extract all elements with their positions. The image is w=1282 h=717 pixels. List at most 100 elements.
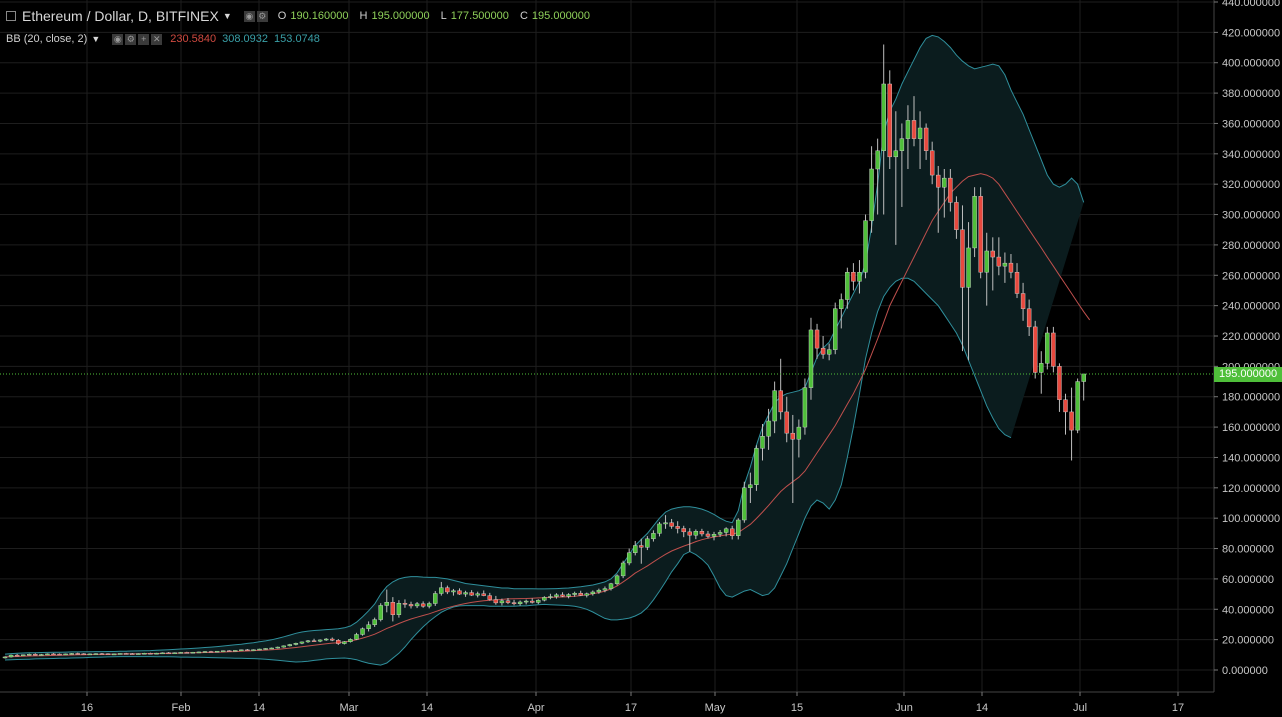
candle <box>990 237 995 291</box>
time-axis[interactable]: 16 Feb 14 Mar 14 Apr 17 May 15 Jun 14 Jul 17 <box>0 691 1214 717</box>
candle <box>463 590 468 597</box>
gear-icon[interactable]: ⚙ <box>256 10 268 22</box>
candle <box>93 653 99 655</box>
candle-body <box>996 256 1002 267</box>
candle-body <box>742 487 747 521</box>
candle-body <box>1057 366 1062 400</box>
candle-body <box>814 329 820 349</box>
candle <box>493 595 499 605</box>
candle <box>511 599 517 606</box>
candle <box>657 521 662 537</box>
candle <box>420 601 426 608</box>
time-tick-label: 14 <box>421 702 433 714</box>
price-tick-label: 280.000000 <box>1222 240 1280 252</box>
eye-icon[interactable]: ◉ <box>243 10 255 22</box>
candle <box>305 639 311 643</box>
price-tick-label: 320.000000 <box>1222 179 1280 191</box>
candle-body <box>311 640 317 642</box>
candle <box>530 598 535 604</box>
candle <box>208 650 214 653</box>
price-tick-label: 220.000000 <box>1222 331 1280 343</box>
bb-caret-down-icon[interactable]: ▼ <box>91 34 101 44</box>
candle <box>354 632 359 640</box>
candle-body <box>633 545 638 553</box>
close-key: C <box>519 10 528 22</box>
candle <box>978 187 983 279</box>
candle-body <box>960 229 965 288</box>
price-tick-label: 180.000000 <box>1222 392 1280 404</box>
candle <box>687 528 692 552</box>
candle-body <box>657 523 662 534</box>
candle-body <box>936 174 941 188</box>
bb-close-icon[interactable]: ✕ <box>151 33 163 45</box>
candle-body <box>323 638 329 641</box>
bb-gear-icon[interactable]: ⚙ <box>125 33 137 45</box>
candle-body <box>584 593 589 596</box>
candle <box>39 653 44 656</box>
candle <box>69 652 74 655</box>
candle-body <box>833 308 838 350</box>
candle <box>869 146 874 233</box>
candle-body <box>984 250 989 273</box>
candle-body <box>463 592 468 595</box>
bb-plus-icon[interactable]: + <box>138 33 150 45</box>
candle <box>1075 378 1080 434</box>
caret-down-icon[interactable]: ▼ <box>222 11 232 21</box>
candle-body <box>130 653 135 655</box>
candle-body <box>1002 262 1008 267</box>
bb-basis-value: 230.5840 <box>170 33 217 45</box>
candle-body <box>8 654 14 658</box>
candle <box>602 586 608 593</box>
low-key: L <box>440 10 447 22</box>
bb-indicator-label[interactable]: BB (20, close, 2) <box>6 33 88 45</box>
price-tick-label: 160.000000 <box>1222 422 1280 434</box>
candle <box>257 648 262 651</box>
candle-body <box>378 605 383 620</box>
candle <box>475 591 480 598</box>
time-tick-label: 14 <box>976 702 988 714</box>
candle-body <box>51 653 56 656</box>
candles[interactable] <box>2 44 1086 659</box>
candle-body <box>427 603 432 607</box>
candle-body <box>620 562 626 577</box>
bb-eye-icon[interactable]: ◉ <box>112 33 124 45</box>
band-fill-area <box>5 35 1084 666</box>
candle <box>1069 387 1074 461</box>
candle <box>251 649 256 651</box>
price-axis[interactable]: 0.000000 20.000000 40.000000 60.000000 80.00… <box>1213 0 1282 717</box>
candle <box>384 589 389 613</box>
candle <box>863 214 868 279</box>
candle-body <box>608 583 614 589</box>
candle <box>2 656 8 659</box>
candle-body <box>1020 293 1026 309</box>
price-tick-label: 0.000000 <box>1222 665 1268 677</box>
candle-body <box>681 528 686 533</box>
candle-body <box>505 600 511 603</box>
candle-body <box>148 653 153 655</box>
candle-body <box>839 299 844 309</box>
candle <box>669 518 674 529</box>
candle-body <box>523 600 529 603</box>
candle-body <box>845 272 850 300</box>
time-tick-label: Jul <box>1073 702 1087 714</box>
candle-body <box>445 587 450 593</box>
candle-body <box>184 652 190 654</box>
candle <box>711 531 717 541</box>
time-tick-label: May <box>705 702 726 714</box>
candle-body <box>45 653 50 656</box>
candle <box>390 597 396 622</box>
candle-body <box>511 602 517 605</box>
candle <box>33 653 38 656</box>
candle-body <box>190 652 196 654</box>
candle <box>239 649 244 652</box>
candle <box>27 653 32 656</box>
price-tick-label: 240.000000 <box>1222 301 1280 313</box>
price-tick-label: 40.000000 <box>1222 604 1274 616</box>
indicator-legend: BB (20, close, 2) ▼ ◉ ⚙ + ✕ 230.5840 308… <box>6 33 320 45</box>
collapse-toggle-icon[interactable] <box>6 11 16 21</box>
candle <box>899 123 905 207</box>
candle-body <box>990 250 995 258</box>
symbol-title[interactable]: Ethereum / Dollar, D, BITFINEX <box>22 8 219 24</box>
candle <box>408 601 414 609</box>
